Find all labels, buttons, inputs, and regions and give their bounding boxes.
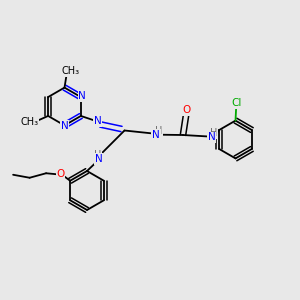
Text: N: N: [152, 130, 160, 140]
Text: N: N: [208, 132, 215, 142]
Text: H: H: [155, 125, 162, 136]
Text: N: N: [94, 154, 102, 164]
Text: Cl: Cl: [232, 98, 242, 108]
Text: O: O: [183, 105, 191, 115]
Text: H: H: [94, 149, 101, 160]
Text: H: H: [210, 128, 218, 138]
Text: N: N: [94, 116, 101, 127]
Text: O: O: [56, 169, 64, 179]
Text: N: N: [79, 91, 86, 101]
Text: N: N: [61, 121, 68, 131]
Text: CH₃: CH₃: [61, 66, 80, 76]
Text: CH₃: CH₃: [20, 117, 38, 127]
